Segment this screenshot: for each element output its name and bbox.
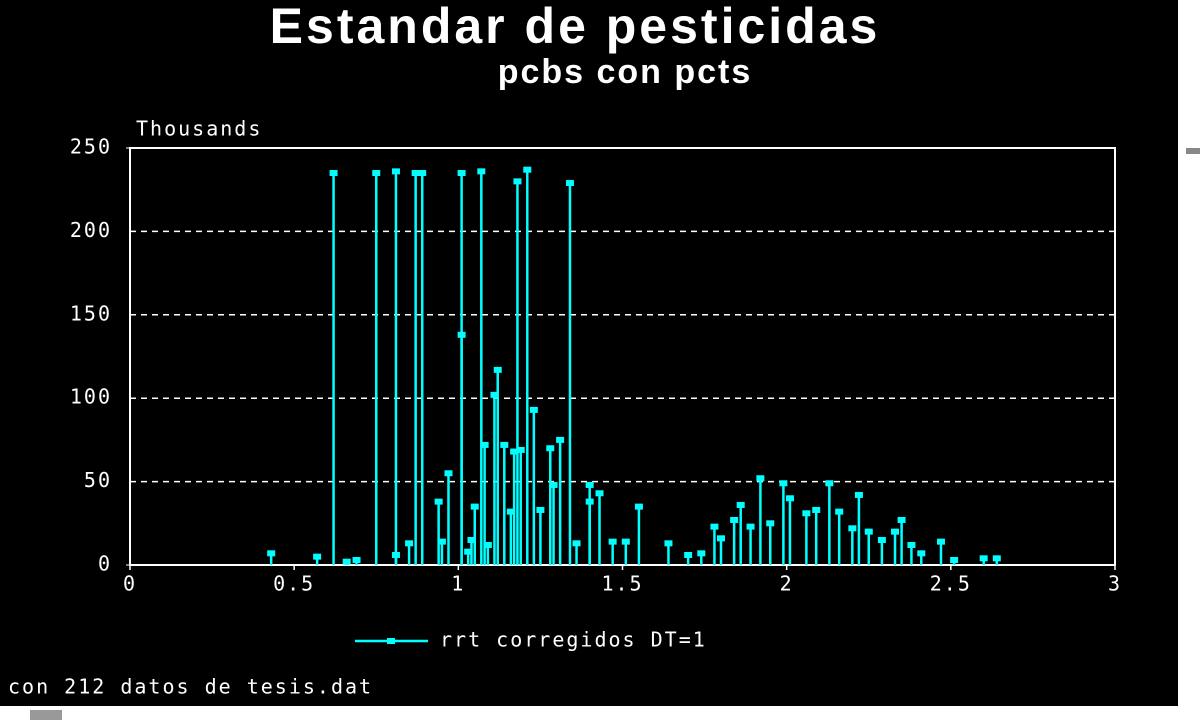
stem-marker	[405, 540, 414, 547]
y-tick-label: 100	[70, 385, 112, 409]
stem-marker	[444, 470, 453, 477]
stem-marker	[513, 178, 522, 185]
legend-marker	[387, 638, 395, 644]
stem-marker	[467, 536, 476, 543]
stem-marker	[621, 538, 630, 545]
stem-marker	[470, 503, 479, 510]
stem-marker	[352, 556, 361, 563]
stem-marker	[746, 523, 755, 530]
stem-marker	[664, 540, 673, 547]
stem-marker	[864, 528, 873, 535]
stem-marker	[736, 501, 745, 508]
stem-marker	[766, 520, 775, 527]
stem-marker	[917, 550, 926, 557]
stem-marker	[595, 490, 604, 497]
stem-marker	[585, 481, 594, 488]
stem-marker	[536, 506, 545, 513]
footnote: con 212 datos de tesis.dat	[8, 675, 373, 699]
stem-marker	[812, 506, 821, 513]
stem-marker	[464, 548, 473, 555]
x-tick-label: 1.5	[601, 572, 643, 596]
legend-label: rrt corregidos DT=1	[440, 628, 707, 652]
stem-marker	[936, 538, 945, 545]
stem-marker	[825, 480, 834, 487]
stem-marker	[717, 535, 725, 542]
stem-marker	[684, 551, 693, 558]
stem-marker	[572, 540, 581, 547]
stem-marker	[480, 441, 489, 448]
stem-marker	[848, 525, 857, 532]
stem-marker	[477, 168, 486, 175]
stem-marker	[510, 448, 519, 455]
stem-marker	[313, 553, 322, 560]
chart-title: Estandar de pesticidas	[270, 0, 881, 54]
stem-marker	[835, 508, 844, 515]
stem-marker	[523, 166, 532, 173]
stem-marker	[756, 475, 765, 482]
stem-marker	[730, 516, 739, 523]
y-tick-label: 50	[84, 468, 112, 492]
stem-marker	[785, 495, 794, 502]
stem-marker	[342, 558, 351, 565]
y-tick-label: 250	[70, 135, 112, 159]
background	[0, 0, 1178, 706]
y-tick-label: 150	[70, 301, 112, 325]
stem-marker	[500, 441, 509, 448]
x-tick-label: 2	[780, 572, 794, 596]
stem-marker	[529, 406, 538, 413]
x-tick-label: 3	[1108, 572, 1122, 596]
stem-marker	[907, 541, 916, 548]
stem-marker	[490, 391, 499, 398]
y-tick-label: 0	[98, 552, 112, 576]
x-tick-label: 2.5	[930, 572, 972, 596]
stem-marker	[802, 510, 811, 517]
stem-marker	[979, 555, 988, 562]
y-tick-label: 200	[70, 218, 112, 242]
stem-marker	[546, 445, 555, 452]
x-tick-label: 0.5	[273, 572, 315, 596]
stem-marker	[434, 498, 443, 505]
stem-marker	[483, 541, 492, 548]
stem-marker	[854, 491, 863, 498]
stem-marker	[418, 170, 427, 177]
stem-marker	[634, 503, 643, 510]
stem-marker	[267, 550, 276, 557]
stem-marker	[897, 516, 906, 523]
stem-marker	[372, 170, 381, 177]
stem-marker	[950, 556, 959, 563]
stem-marker	[608, 538, 617, 545]
stem-marker	[710, 523, 719, 530]
stem-marker	[992, 555, 1001, 562]
chart-subtitle: pcbs con pcts	[498, 53, 753, 91]
stem-marker	[877, 536, 886, 543]
stem-marker	[556, 436, 565, 443]
stem-marker	[549, 481, 558, 488]
stem-marker	[779, 480, 788, 487]
stem-marker	[565, 180, 574, 187]
stem-marker	[411, 170, 420, 177]
stem-marker	[506, 508, 515, 515]
stem-marker	[457, 170, 466, 177]
stem-marker	[391, 168, 400, 175]
stem-marker	[493, 366, 502, 373]
stem-marker	[891, 528, 900, 535]
stem-marker	[437, 538, 446, 545]
stem-marker	[697, 550, 706, 557]
x-tick-label: 1	[451, 572, 465, 596]
stem-marker	[516, 446, 525, 453]
edge-mark	[1186, 148, 1200, 154]
stem-marker	[391, 551, 400, 558]
stem-marker	[329, 170, 338, 177]
corner-mark	[30, 710, 62, 720]
x-tick-label: 0	[123, 572, 137, 596]
y-axis-unit: Thousands	[136, 117, 262, 141]
